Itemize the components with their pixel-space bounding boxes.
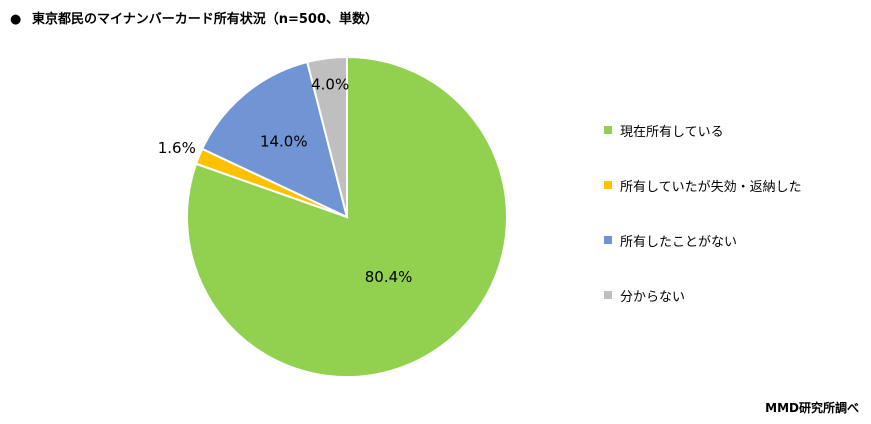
legend-item-unknown: 分からない — [604, 285, 802, 305]
legend-label: 所有したことがない — [620, 231, 737, 250]
legend-item-expired-returned: 所有していたが失効・返納した — [604, 175, 802, 195]
legend-swatch — [604, 291, 612, 299]
legend-swatch — [604, 236, 612, 244]
legend-label: 所有していたが失効・返納した — [620, 176, 802, 195]
legend-item-never-owned: 所有したことがない — [604, 230, 802, 250]
source-note: MMD研究所調べ — [765, 399, 859, 416]
legend-swatch — [604, 126, 612, 134]
legend-label: 現在所有している — [620, 121, 724, 140]
legend-label: 分からない — [620, 286, 685, 305]
pie-slices — [187, 57, 507, 377]
chart-legend: 現在所有している 所有していたが失効・返納した 所有したことがない 分からない — [604, 120, 802, 340]
data-label-currently-own: 80.4% — [365, 268, 413, 286]
data-label-unknown: 4.0% — [311, 76, 349, 94]
data-label-never-owned: 14.0% — [260, 133, 308, 151]
legend-item-currently-own: 現在所有している — [604, 120, 802, 140]
data-label-expired-returned: 1.6% — [158, 139, 196, 157]
legend-swatch — [604, 181, 612, 189]
